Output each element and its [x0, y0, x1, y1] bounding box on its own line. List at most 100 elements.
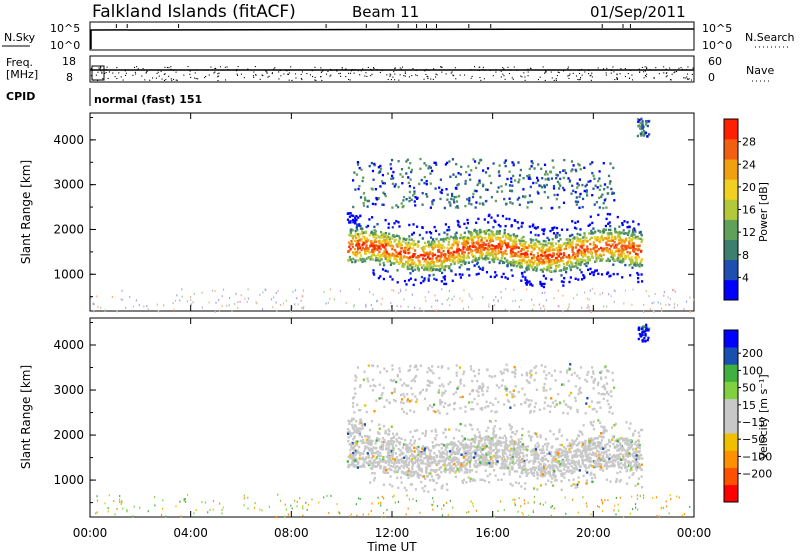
nave-dot: [206, 69, 208, 71]
echo-cell: [599, 462, 602, 466]
echo-cell: [548, 463, 551, 467]
echo-cell: [427, 448, 430, 451]
echo-cell: [462, 254, 465, 257]
echo-cell: [510, 177, 513, 180]
echo-cell: [611, 426, 614, 429]
nave-dot: [291, 79, 293, 81]
echo-cell: [285, 299, 287, 302]
echo-cell: [121, 289, 123, 292]
nave-dot: [558, 72, 560, 74]
nave-dot: [524, 69, 526, 71]
nave-dot: [134, 71, 136, 73]
nave-dot: [224, 66, 226, 68]
echo-cell: [497, 232, 500, 235]
echo-cell: [353, 171, 356, 174]
echo-cell: [397, 469, 400, 472]
echo-cell: [479, 254, 482, 257]
echo-cell: [420, 470, 424, 473]
echo-cell: [347, 436, 350, 439]
echo-cell: [559, 184, 562, 187]
echo-cell: [396, 305, 398, 307]
echo-cell: [132, 305, 134, 308]
echo-cell: [387, 440, 390, 443]
echo-cell: [461, 242, 464, 245]
echo-cell: [504, 308, 506, 311]
echo-cell: [542, 258, 545, 262]
nave-dot: [314, 76, 316, 78]
echo-cell: [643, 129, 646, 133]
echo-cell: [611, 234, 614, 237]
nave-dot: [158, 75, 160, 77]
echo-cell: [487, 450, 490, 454]
echo-cell: [623, 232, 626, 235]
echo-cell: [350, 444, 353, 448]
echo-cell: [518, 262, 521, 265]
echo-cell: [492, 455, 495, 458]
nave-dot: [227, 69, 229, 71]
echo-cell: [494, 435, 497, 439]
echo-cell: [423, 278, 426, 281]
echo-cell: [519, 168, 522, 172]
echo-cell: [632, 220, 635, 223]
echo-cell: [511, 247, 514, 250]
echo-cell: [456, 445, 459, 448]
echo-cell: [574, 221, 577, 224]
echo-cell: [577, 481, 580, 484]
echo-cell: [405, 459, 408, 462]
colorbar-tick-label: 4: [742, 271, 749, 284]
nave-dot: [176, 79, 178, 81]
echo-cell: [615, 478, 618, 481]
echo-cell: [427, 245, 430, 249]
echo-cell: [437, 245, 440, 248]
echo-cell: [366, 257, 369, 260]
echo-cell: [392, 447, 395, 450]
echo-cell: [632, 245, 635, 248]
echo-cell: [537, 466, 540, 469]
echo-cell: [574, 486, 577, 489]
echo-cell: [597, 256, 600, 259]
echo-cell: [474, 459, 477, 463]
echo-cell: [594, 250, 597, 253]
echo-cell: [529, 231, 532, 234]
echo-cell: [612, 263, 615, 266]
nave-dot: [686, 78, 688, 80]
echo-cell: [491, 439, 494, 442]
echo-cell: [368, 256, 372, 260]
nave-dot: [521, 76, 523, 78]
echo-cell: [483, 479, 486, 483]
echo-cell: [494, 458, 497, 461]
echo-cell: [447, 240, 450, 244]
echo-cell: [352, 251, 355, 254]
echo-cell: [589, 267, 592, 271]
echo-cell: [179, 299, 181, 302]
echo-cell: [468, 463, 472, 466]
echo-cell: [492, 444, 495, 447]
echo-cell: [628, 476, 631, 479]
echo-cell: [486, 167, 490, 170]
echo-cell: [382, 277, 385, 281]
echo-cell: [363, 465, 366, 468]
echo-cell: [600, 249, 603, 252]
echo-cell: [589, 289, 591, 292]
nave-dot: [482, 68, 484, 70]
nave-dot: [279, 69, 281, 71]
echo-cell: [660, 307, 663, 310]
echo-cell: [587, 224, 590, 227]
echo-cell: [481, 453, 484, 456]
echo-cell: [504, 164, 507, 168]
nave-dot: [655, 67, 657, 69]
echo-cell: [576, 437, 579, 440]
echo-cell: [420, 455, 423, 459]
echo-cell: [494, 456, 497, 459]
echo-cell: [636, 466, 639, 469]
echo-cell: [619, 241, 622, 244]
echo-cell: [531, 224, 534, 228]
nave-dot: [215, 67, 217, 69]
echo-cell: [559, 171, 562, 174]
echo-cell: [514, 262, 517, 265]
echo-cell: [361, 246, 364, 250]
echo-cell: [386, 270, 389, 273]
echo-cell: [352, 464, 355, 467]
echo-cell: [362, 176, 365, 179]
nave-dot: [484, 69, 486, 71]
